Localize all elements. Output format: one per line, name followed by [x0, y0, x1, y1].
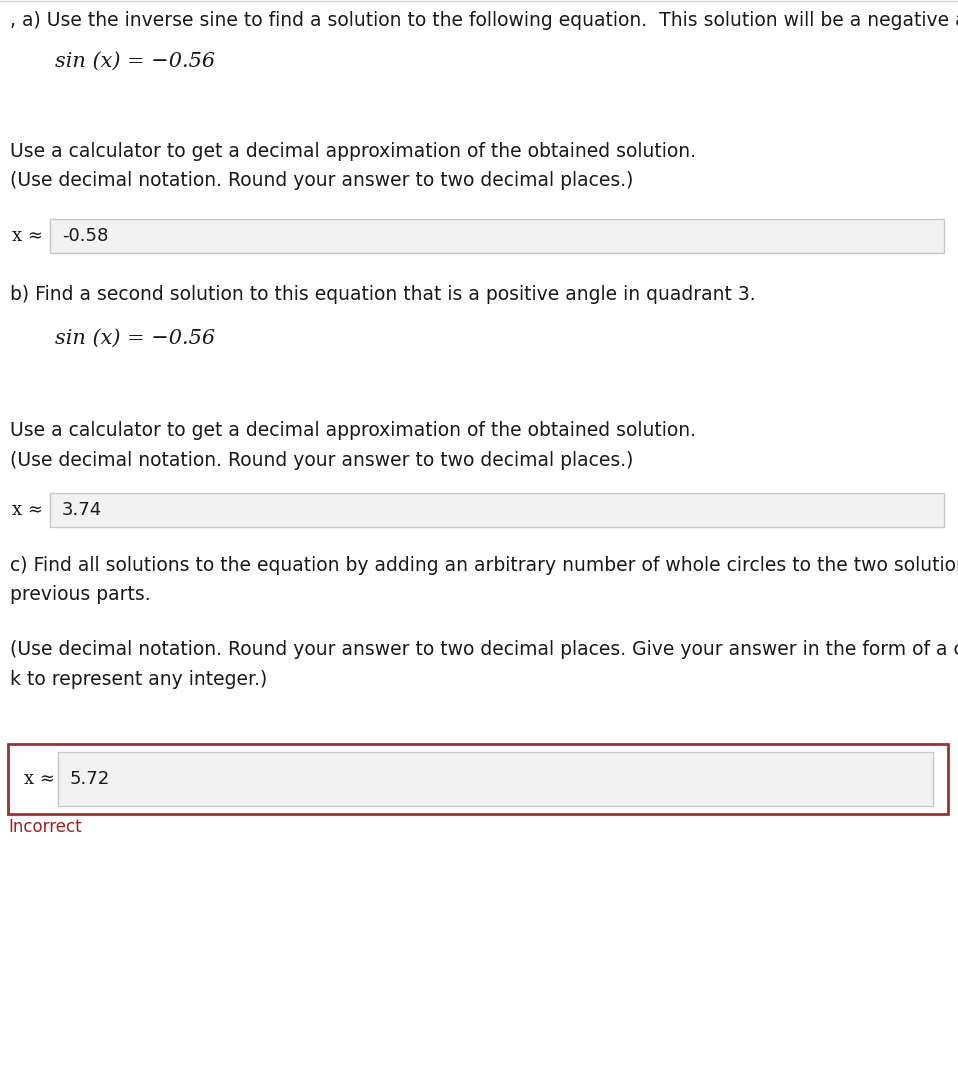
Text: b) Find a second solution to this equation that is a positive angle in quadrant : b) Find a second solution to this equati… — [10, 285, 756, 304]
Text: (Use decimal notation. Round your answer to two decimal places. Give your answer: (Use decimal notation. Round your answer… — [10, 640, 958, 658]
Text: sin (x) = −0.56: sin (x) = −0.56 — [55, 52, 216, 71]
Text: (Use decimal notation. Round your answer to two decimal places.): (Use decimal notation. Round your answer… — [10, 451, 633, 470]
Text: x ≈: x ≈ — [12, 501, 43, 519]
Text: sin (x) = −0.56: sin (x) = −0.56 — [55, 329, 216, 348]
FancyBboxPatch shape — [50, 492, 944, 527]
Text: , a) Use the inverse sine to find a solution to the following equation.  This so: , a) Use the inverse sine to find a solu… — [10, 11, 958, 29]
Text: c) Find all solutions to the equation by adding an arbitrary number of whole cir: c) Find all solutions to the equation by… — [10, 556, 958, 575]
Text: (Use decimal notation. Round your answer to two decimal places.): (Use decimal notation. Round your answer… — [10, 171, 633, 190]
Text: k to represent any integer.): k to represent any integer.) — [10, 670, 267, 689]
Text: Use a calculator to get a decimal approximation of the obtained solution.: Use a calculator to get a decimal approx… — [10, 422, 696, 440]
FancyBboxPatch shape — [50, 219, 944, 253]
Text: Use a calculator to get a decimal approximation of the obtained solution.: Use a calculator to get a decimal approx… — [10, 142, 696, 161]
Text: previous parts.: previous parts. — [10, 585, 150, 604]
FancyBboxPatch shape — [58, 752, 933, 806]
Text: x ≈: x ≈ — [24, 770, 55, 788]
FancyBboxPatch shape — [8, 744, 948, 814]
Text: 5.72: 5.72 — [70, 770, 110, 788]
Text: 3.74: 3.74 — [62, 501, 103, 519]
Text: Incorrect: Incorrect — [8, 818, 81, 836]
Text: x ≈: x ≈ — [12, 227, 43, 245]
Text: -0.58: -0.58 — [62, 227, 108, 245]
